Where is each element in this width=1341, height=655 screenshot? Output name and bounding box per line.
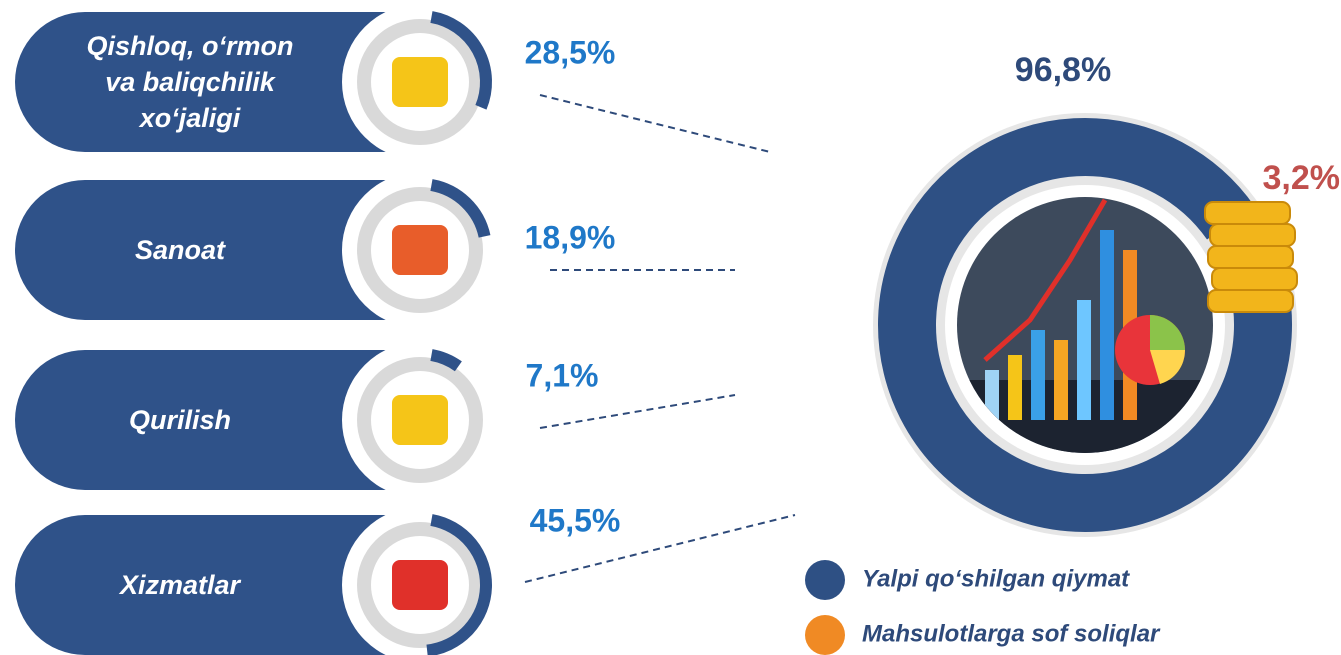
value-label: 28,5% [525,34,616,70]
coins [1205,202,1297,312]
sector-icon [392,57,448,107]
sector-icon [392,560,448,610]
infographic: 96,8% Yalpi qo‘shilgan qiymat 3,2% Mahsulot… [0,0,1341,655]
value-label: 18,9% [525,219,616,255]
sector-label: Xizmatlar [50,515,310,655]
value-label: 45,5% [530,502,621,538]
value-label: 3,2% [1263,159,1341,197]
value-label: 7,1% [526,357,599,393]
legend-marker [805,615,845,655]
legend-label: Mahsulotlarga sof soliqlar [862,620,1161,647]
connector [540,95,770,152]
sector-icon [392,225,448,275]
value-label: 96,8% [1015,51,1111,89]
connector [540,395,735,428]
legend-marker [805,560,845,600]
legend-label: Yalpi qo‘shilgan qiymat [862,565,1130,592]
sector-label: Qishloq, o‘rmon va baliqchilik xo‘jaligi [75,12,305,152]
sector-icon [392,395,448,445]
sector-label: Sanoat [50,180,310,320]
sector-label: Qurilish [50,350,310,490]
